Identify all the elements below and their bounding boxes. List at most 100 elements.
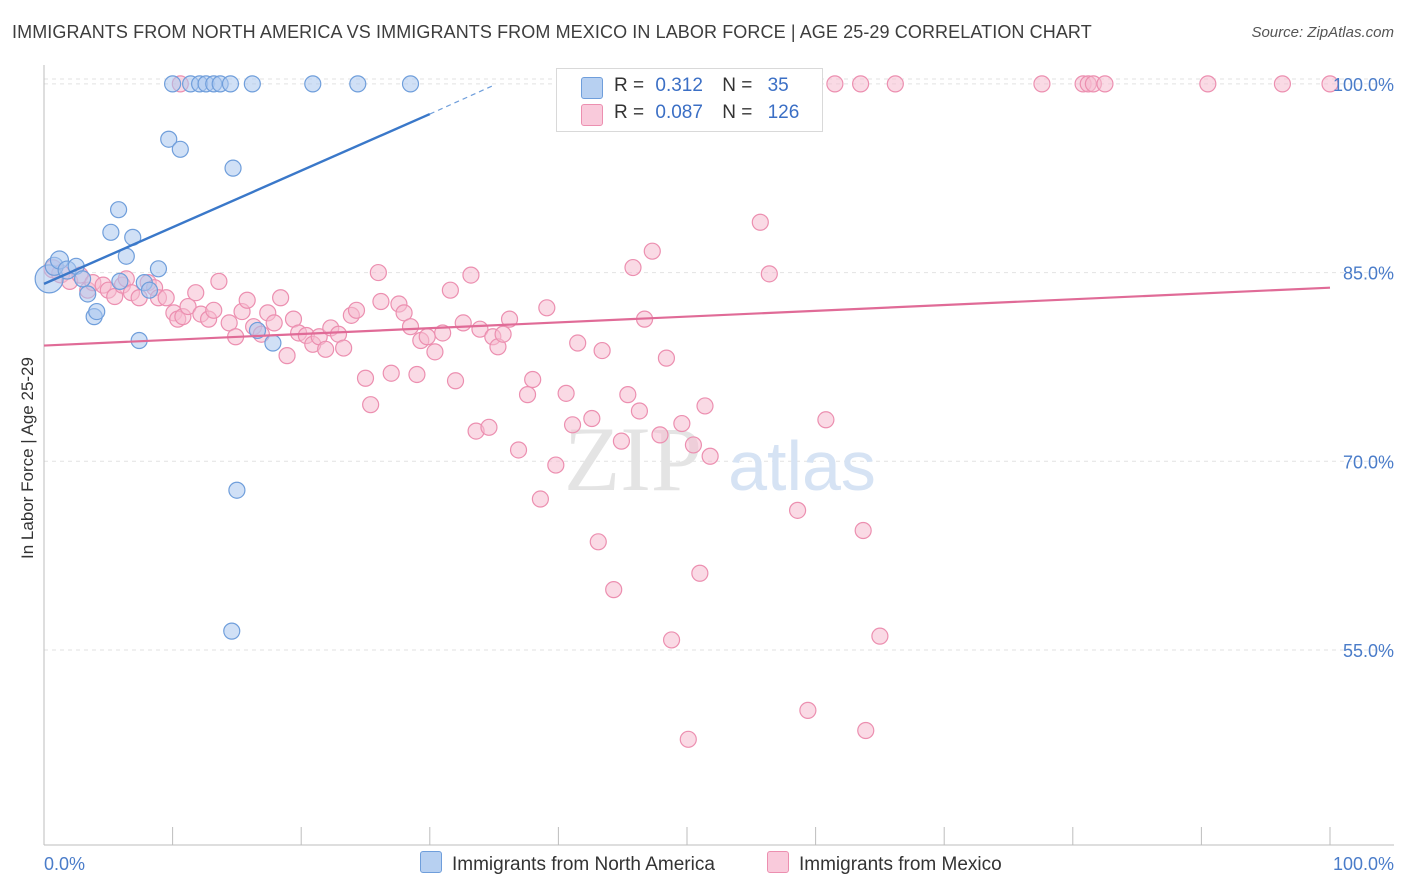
data-point	[160, 130, 178, 148]
data-point	[265, 314, 283, 332]
trend-line-north-america-extension	[429, 84, 495, 115]
n-value-mexico: 126	[767, 102, 800, 123]
data-point	[547, 456, 565, 474]
data-point	[531, 490, 549, 508]
data-point	[500, 310, 519, 328]
y-tick-label: 85.0%	[1343, 264, 1394, 284]
y-tick-label: 55.0%	[1343, 641, 1394, 661]
r-value-north-america: 0.312	[655, 75, 703, 96]
data-point	[317, 340, 335, 358]
data-point	[223, 622, 241, 640]
chart-title: IMMIGRANTS FROM NORTH AMERICA VS IMMIGRA…	[12, 22, 1092, 42]
data-point	[369, 263, 387, 282]
legend-swatch-blue	[581, 77, 603, 99]
data-point	[349, 75, 367, 93]
legend-swatch-pink	[767, 851, 789, 873]
r-label: R =	[614, 75, 645, 96]
correlation-legend: R = 0.312 N = 35 R = 0.087 N = 126	[556, 68, 823, 132]
data-point	[817, 411, 835, 429]
legend-row-text: R = 0.087 N = 126	[614, 102, 799, 124]
data-point	[518, 386, 537, 404]
data-point	[494, 325, 512, 343]
data-point	[356, 369, 375, 387]
data-point	[630, 402, 649, 420]
watermark-atlas: atlas	[728, 427, 876, 505]
trend-line-mexico	[43, 286, 1331, 347]
data-point	[662, 631, 681, 649]
data-point	[462, 266, 480, 284]
data-point	[441, 281, 459, 299]
data-point	[612, 432, 631, 450]
axes	[43, 65, 1394, 846]
data-point	[651, 426, 669, 444]
data-point	[657, 349, 676, 367]
data-point	[857, 721, 875, 740]
data-point	[248, 321, 267, 340]
data-point	[109, 201, 128, 219]
data-point	[605, 581, 623, 599]
data-point	[679, 730, 697, 748]
data-point	[408, 365, 426, 384]
data-point	[854, 521, 872, 540]
data-point	[509, 441, 528, 459]
data-point	[164, 75, 182, 93]
data-point	[157, 289, 175, 307]
data-point	[691, 564, 709, 582]
data-point	[434, 324, 452, 342]
trend-line-north-america	[43, 112, 431, 286]
data-point	[852, 75, 870, 93]
data-point	[111, 272, 129, 290]
x-tick-label-right: 100.0%	[1333, 854, 1394, 874]
r-label: R =	[614, 102, 645, 123]
data-point	[826, 75, 844, 93]
data-point	[673, 414, 691, 433]
legend-label-north-america: Immigrants from North America	[452, 854, 715, 875]
data-point	[210, 272, 228, 290]
data-point	[569, 334, 587, 352]
data-point	[593, 341, 611, 360]
data-point	[335, 339, 353, 357]
data-point	[684, 436, 703, 454]
data-point	[401, 318, 420, 336]
data-point	[446, 372, 465, 390]
y-tick-label: 100.0%	[1333, 75, 1394, 95]
data-point	[589, 533, 607, 551]
data-point	[401, 75, 420, 93]
data-point	[1321, 75, 1339, 93]
n-value-north-america: 35	[767, 75, 789, 96]
data-point	[624, 258, 642, 277]
data-point	[73, 270, 92, 288]
x-tick-labels: 0.0% 100.0%	[44, 854, 1394, 874]
data-point	[278, 347, 296, 365]
data-point	[372, 292, 390, 311]
data-point	[149, 260, 168, 278]
data-point	[619, 386, 637, 404]
data-point	[272, 289, 290, 307]
data-point	[395, 304, 413, 322]
data-point	[220, 314, 238, 332]
data-point	[760, 265, 778, 283]
y-tick-label: 70.0%	[1343, 452, 1394, 472]
data-point	[187, 284, 205, 302]
data-point	[304, 75, 322, 93]
data-point	[238, 291, 256, 309]
data-point	[788, 501, 807, 519]
y-tick-labels: 100.0% 85.0% 70.0% 55.0%	[1333, 75, 1394, 661]
data-point	[583, 409, 601, 428]
data-point	[347, 301, 366, 319]
n-label: N =	[722, 102, 753, 123]
data-point	[886, 75, 904, 93]
data-point	[871, 627, 889, 645]
data-point	[696, 397, 714, 415]
data-point	[1033, 75, 1051, 93]
data-point	[557, 384, 575, 402]
series-north-america-points	[34, 75, 420, 640]
legend-swatch-pink	[581, 104, 603, 126]
x-tick-label-left: 0.0%	[44, 854, 85, 874]
data-point	[205, 301, 223, 319]
data-point	[426, 343, 444, 361]
data-point	[480, 418, 498, 436]
data-point	[563, 416, 582, 434]
trend-lines	[43, 84, 1331, 347]
